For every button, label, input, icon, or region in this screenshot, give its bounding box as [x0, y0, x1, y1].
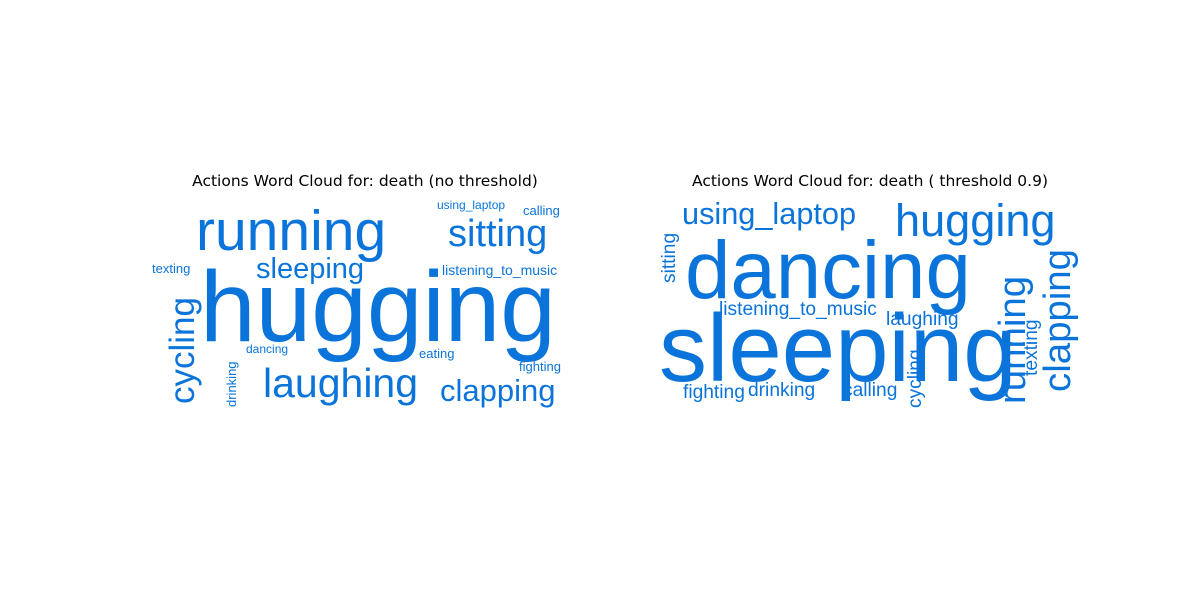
word-hugging: hugging: [200, 251, 556, 363]
word-texting: texting: [1021, 319, 1042, 376]
word-listening-to-music: listening_to_music: [719, 299, 877, 320]
word-listening-to-music: listening_to_music: [442, 262, 557, 278]
chart-title-left: Actions Word Cloud for: death (no thresh…: [192, 172, 538, 190]
word-clapping: clapping: [440, 373, 555, 408]
word-cloud-right: using_laptop hugging sitting dancinglisteni…: [659, 195, 1079, 408]
word-drinking: drinking: [748, 380, 815, 401]
chart-title-right: Actions Word Cloud for: death ( threshol…: [691, 172, 1048, 190]
word-sleeping: sleeping: [256, 253, 364, 285]
word-cycling: cycling: [163, 297, 202, 404]
word-using-laptop: using_laptop: [682, 196, 856, 231]
word-laughing: laughing: [263, 360, 418, 406]
word-sleeping: sleeping: [659, 295, 1017, 402]
word-clapping: clapping: [1036, 249, 1079, 392]
word-hugging: hugging: [895, 195, 1056, 246]
word-drinking: drinking: [224, 361, 239, 407]
word-dancing: dancing: [246, 342, 288, 356]
word-sitting: sitting: [448, 213, 547, 255]
word-cycling: cycling: [905, 349, 926, 408]
word-calling: calling: [523, 203, 560, 218]
word-dancing: dancing: [685, 225, 971, 316]
word-sitting: sitting: [659, 233, 680, 283]
word-using-laptop: using_laptop: [437, 198, 505, 212]
word-texting: texting: [152, 261, 190, 276]
word-laughing: laughing: [886, 309, 959, 330]
word-fighting: fighting: [519, 359, 561, 374]
word-running: running: [196, 199, 386, 263]
word-fighting: fighting: [683, 382, 745, 403]
word-calling: calling: [843, 380, 897, 401]
word-running: running: [991, 276, 1034, 404]
word-eating: eating: [419, 346, 454, 361]
